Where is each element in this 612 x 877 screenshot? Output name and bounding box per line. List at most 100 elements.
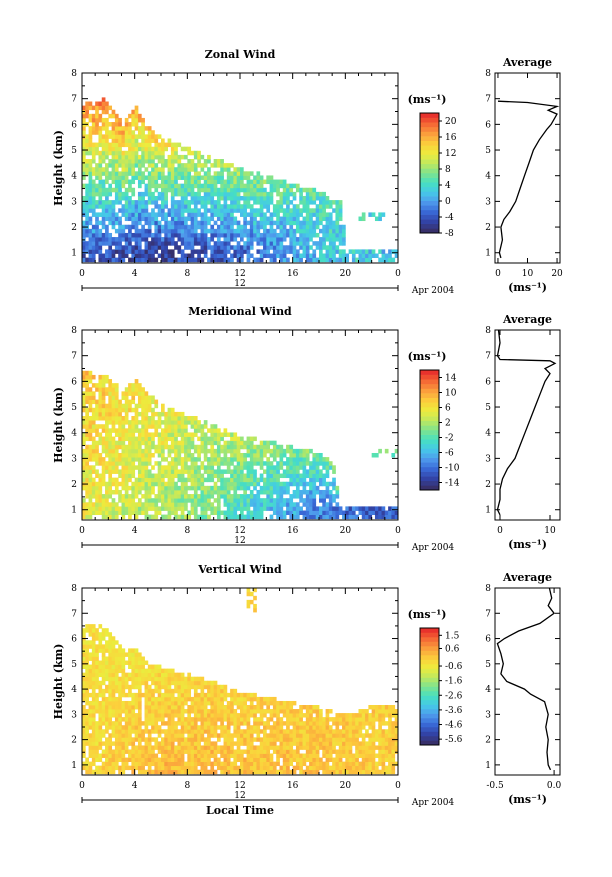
profile-x-tick-label: 20	[551, 269, 563, 279]
heatmap-cell	[177, 432, 181, 437]
heatmap-cell	[296, 490, 300, 495]
heatmap-cell	[326, 225, 330, 230]
heatmap-cell	[141, 147, 145, 152]
heatmap-cell	[95, 449, 99, 454]
heatmap-cell	[355, 506, 359, 511]
heatmap-cell	[247, 196, 251, 201]
heatmap-cell	[131, 486, 135, 491]
heatmap-cell	[138, 506, 142, 511]
heatmap-cell	[194, 428, 198, 433]
heatmap-cell	[293, 233, 297, 238]
heatmap-cell	[332, 249, 336, 254]
heatmap-cell	[102, 733, 106, 737]
heatmap-cell	[326, 502, 330, 507]
heatmap-cell	[145, 498, 149, 503]
heatmap-cell	[280, 258, 284, 263]
colorbar-tick-label: 4	[445, 181, 451, 191]
heatmap-cell	[82, 486, 86, 491]
heatmap-cell	[102, 134, 106, 139]
heatmap-cell	[112, 200, 116, 205]
heatmap-cell	[138, 180, 142, 185]
heatmap-cell	[105, 225, 109, 230]
heatmap-cell	[191, 441, 195, 446]
heatmap-cell	[145, 737, 149, 741]
heatmap-cell	[112, 437, 116, 442]
heatmap-cell	[184, 685, 188, 689]
heatmap-cell	[247, 200, 251, 205]
heatmap-cell	[105, 644, 109, 648]
heatmap-cell	[230, 689, 234, 693]
heatmap-cell	[125, 171, 129, 176]
heatmap-cell	[102, 689, 106, 693]
heatmap-cell	[187, 766, 191, 770]
heatmap-cell	[240, 171, 244, 176]
y-tick-label: 5	[71, 403, 77, 413]
heatmap-cell	[306, 208, 310, 213]
heatmap-cell	[95, 729, 99, 733]
heatmap-cell	[95, 766, 99, 770]
heatmap-cell	[95, 114, 99, 119]
heatmap-cell	[122, 661, 126, 665]
heatmap-cell	[201, 482, 205, 487]
heatmap-cell	[115, 171, 119, 176]
heatmap-cell	[82, 130, 86, 135]
heatmap-cell	[118, 685, 122, 689]
heatmap-cell	[352, 506, 356, 511]
heatmap-cell	[168, 762, 172, 766]
heatmap-cell	[230, 693, 234, 697]
heatmap-cell	[148, 717, 152, 721]
heatmap-cell	[296, 229, 300, 234]
heatmap-cell	[260, 486, 264, 491]
heatmap-cell	[148, 737, 152, 741]
heatmap-cell	[98, 432, 102, 437]
heatmap-cell	[253, 482, 257, 487]
heatmap-cell	[108, 701, 112, 705]
heatmap-cell	[164, 437, 168, 442]
heatmap-cell	[220, 745, 224, 749]
heatmap-cell	[105, 163, 109, 168]
heatmap-cell	[112, 506, 116, 511]
heatmap-cell	[240, 175, 244, 180]
heatmap-cell	[138, 258, 142, 263]
heatmap-cell	[112, 681, 116, 685]
heatmap-cell	[82, 204, 86, 209]
heatmap-cell	[158, 241, 162, 246]
heatmap-cell	[293, 217, 297, 222]
heatmap-cell	[270, 225, 274, 230]
heatmap-cell	[135, 494, 139, 499]
heatmap-cell	[161, 200, 165, 205]
heatmap-cell	[95, 212, 99, 217]
heatmap-cell	[145, 474, 149, 479]
heatmap-cell	[171, 669, 175, 673]
heatmap-cell	[108, 188, 112, 193]
heatmap-cell	[233, 249, 237, 254]
heatmap-cell	[326, 229, 330, 234]
heatmap-cell	[131, 713, 135, 717]
heatmap-cell	[177, 754, 181, 758]
heatmap-cell	[164, 490, 168, 495]
heatmap-cell	[85, 106, 89, 111]
heatmap-cell	[293, 465, 297, 470]
heatmap-cell	[329, 494, 333, 499]
heatmap-cell	[243, 212, 247, 217]
heatmap-cell	[283, 511, 287, 516]
heatmap-cell	[118, 733, 122, 737]
heatmap-cell	[233, 167, 237, 172]
heatmap-cell	[118, 656, 122, 660]
heatmap-cell	[92, 729, 96, 733]
heatmap-cell	[138, 721, 142, 725]
heatmap-cell	[276, 445, 280, 450]
heatmap-cell	[266, 204, 270, 209]
heatmap-cell	[181, 677, 185, 681]
heatmap-cell	[187, 697, 191, 701]
heatmap-cell	[102, 457, 106, 462]
heatmap-cell	[256, 229, 260, 234]
heatmap-cell	[201, 713, 205, 717]
heatmap-cell	[145, 511, 149, 516]
heatmap-cell	[135, 200, 139, 205]
heatmap-cell	[105, 175, 109, 180]
heatmap-cell	[217, 474, 221, 479]
heatmap-cell	[174, 465, 178, 470]
heatmap-cell	[233, 511, 237, 516]
heatmap-cell	[161, 685, 165, 689]
